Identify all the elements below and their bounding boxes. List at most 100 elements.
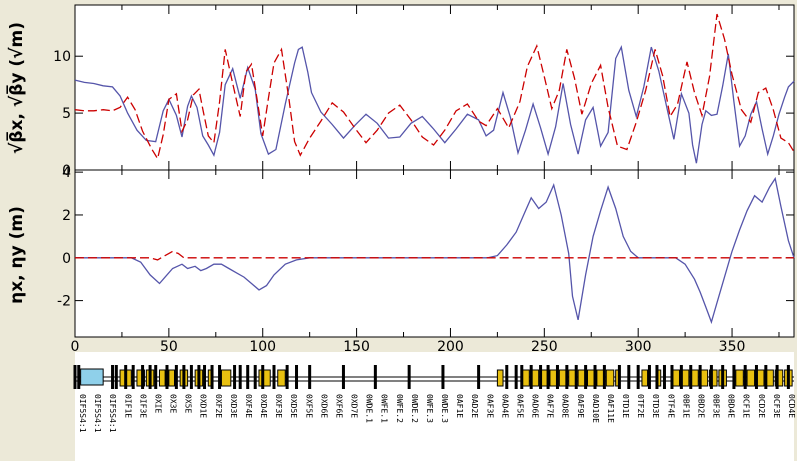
lattice-element-label: 0IF5S4:1 <box>108 394 117 433</box>
lattice-quadrupole <box>308 365 312 389</box>
eta-series <box>75 176 795 325</box>
lattice-quadrupole <box>627 365 631 389</box>
lattice-element-label: 0BF3E <box>712 394 721 418</box>
lattice-quadrupole <box>148 365 152 389</box>
lattice-quadrupole <box>477 365 481 389</box>
lattice-quadrupole <box>786 365 790 389</box>
beta-series-y <box>74 13 795 161</box>
lattice-quadrupole <box>647 365 651 389</box>
lattice-special-block <box>80 368 104 386</box>
x-ticks: 0 50 100 150 200 250 300 350 <box>71 339 746 355</box>
lattice-element-label: 0WDE.1 <box>365 394 374 423</box>
eta-panel: -2 0 2 4 0 50 100 150 200 250 300 350 ηx, ηy (m) <box>7 165 795 355</box>
eta-y-tick-label: -2 <box>57 294 71 310</box>
lattice-quadrupole <box>514 365 518 389</box>
lattice-dipole <box>158 369 166 387</box>
x-tick-label: 150 <box>343 339 370 355</box>
lattice-element-label: 0BD2E <box>697 394 706 418</box>
eta-plot-area <box>74 169 795 338</box>
lattice-quadrupole <box>189 365 193 389</box>
beta-y-ticks: 0 5 10 <box>53 5 794 179</box>
lattice-dipole <box>641 369 649 387</box>
lattice-quadrupole <box>197 365 201 389</box>
lattice-element-label: 0XF6E <box>334 394 343 418</box>
lattice-quadrupole <box>584 365 588 389</box>
beta-y-tick-label: 0 <box>62 163 71 179</box>
lattice-element-label: 0AD6E <box>531 394 540 418</box>
lattice-quadrupole <box>574 365 578 389</box>
beta-plot-area <box>74 4 795 171</box>
lattice-element-label: 0WDE.2 <box>410 394 419 423</box>
x-tick-label: 300 <box>625 339 652 355</box>
lattice-dipole <box>220 369 232 387</box>
lattice-element-label: 0WFE.1 <box>380 394 389 423</box>
lattice-dipole <box>746 369 756 387</box>
lattice-element-label: 0CF1E <box>742 394 751 418</box>
lattice-quadrupole <box>655 365 659 389</box>
lattice-quadrupole <box>253 365 257 389</box>
lattice-quadrupole <box>165 365 169 389</box>
lattice-quadrupole <box>210 365 214 389</box>
lattice-quadrupole <box>73 365 77 389</box>
lattice-element-label: 0WDE.3 <box>440 394 449 423</box>
lattice-quadrupole <box>732 365 736 389</box>
lattice-quadrupole <box>539 365 543 389</box>
lattice-quadrupole <box>617 365 621 389</box>
lattice-quadrupole <box>373 365 377 389</box>
eta-y-axis-label: ηx, ηy (m) <box>7 206 27 304</box>
lattice-quadrupole <box>602 365 606 389</box>
lattice-dipole <box>709 369 718 387</box>
lattice-element-label: 0TF2E <box>636 394 645 418</box>
lattice-quadrupole <box>636 365 640 389</box>
lattice-element-label: 0AF11E <box>606 394 615 423</box>
eta-y-tick-label: 2 <box>62 208 71 224</box>
lattice-quadrupole <box>662 365 666 389</box>
lattice-element-label: 0X5E <box>184 394 193 413</box>
lattice-element-label: 0AD4E <box>500 394 509 418</box>
lattice-quadrupole <box>233 365 237 389</box>
lattice-quadrupole <box>743 365 747 389</box>
lattice-dipole <box>735 369 744 387</box>
lattice-quadrupole <box>505 365 509 389</box>
lattice-quadrupole <box>182 365 186 389</box>
beta-y-tick-label: 5 <box>62 106 71 122</box>
lattice-quadrupole <box>529 365 533 389</box>
lattice-element-label: 0XF2E <box>214 394 223 418</box>
lattice-element-label: 0TD1E <box>621 394 630 418</box>
lattice-quadrupole <box>764 365 768 389</box>
lattice-element-label: 0AD8E <box>561 394 570 418</box>
lattice-quadrupole <box>520 365 524 389</box>
lattice-elements <box>73 365 793 389</box>
lattice-quadrupole <box>261 365 265 389</box>
lattice-element-label: 0XIE <box>153 394 162 413</box>
lattice-quadrupole <box>754 365 758 389</box>
lattice-element-label: 0XD1E <box>199 394 208 418</box>
x-tick-label: 200 <box>437 339 464 355</box>
eta-series-x <box>75 176 795 325</box>
lattice-quadrupole <box>698 365 702 389</box>
beta-panel: 0 5 10 √β̅x, √β̅y (√m) <box>5 4 795 179</box>
lattice-element-label: 0XF4E <box>244 394 253 418</box>
eta-y-tick-label: 0 <box>62 251 71 267</box>
eta-series-y <box>75 250 794 261</box>
lattice-quadrupole <box>709 365 713 389</box>
lattice-dipole <box>136 369 145 387</box>
lattice-element-label: 0CD2E <box>757 394 766 418</box>
lattice-dipole <box>277 369 286 387</box>
lattice-quadrupole <box>565 365 569 389</box>
lattice-quadrupole <box>154 365 158 389</box>
lattice-element-label: 0XD5E <box>289 394 298 418</box>
lattice-element-label: 0AF3E <box>485 394 494 418</box>
x-tick-label: 50 <box>160 339 178 355</box>
lattice-element-label: 0TF4E <box>666 394 675 418</box>
lattice-quadrupole <box>441 365 445 389</box>
lattice-quadrupole <box>593 365 597 389</box>
x-tick-label: 100 <box>249 339 276 355</box>
lattice-quadrupole <box>679 365 683 389</box>
lattice-element-label: 0IF1E <box>123 394 132 418</box>
lattice-quadrupole <box>111 365 115 389</box>
lattice-quadrupole <box>689 365 693 389</box>
lattice-quadrupole <box>246 365 250 389</box>
lattice-panel: 0IF5S4:1 0IF5S4:1 0IF5S4:1 0IF1E 0IF3E 0XIE 0X… <box>73 352 796 461</box>
lattice-quadrupole <box>775 365 779 389</box>
